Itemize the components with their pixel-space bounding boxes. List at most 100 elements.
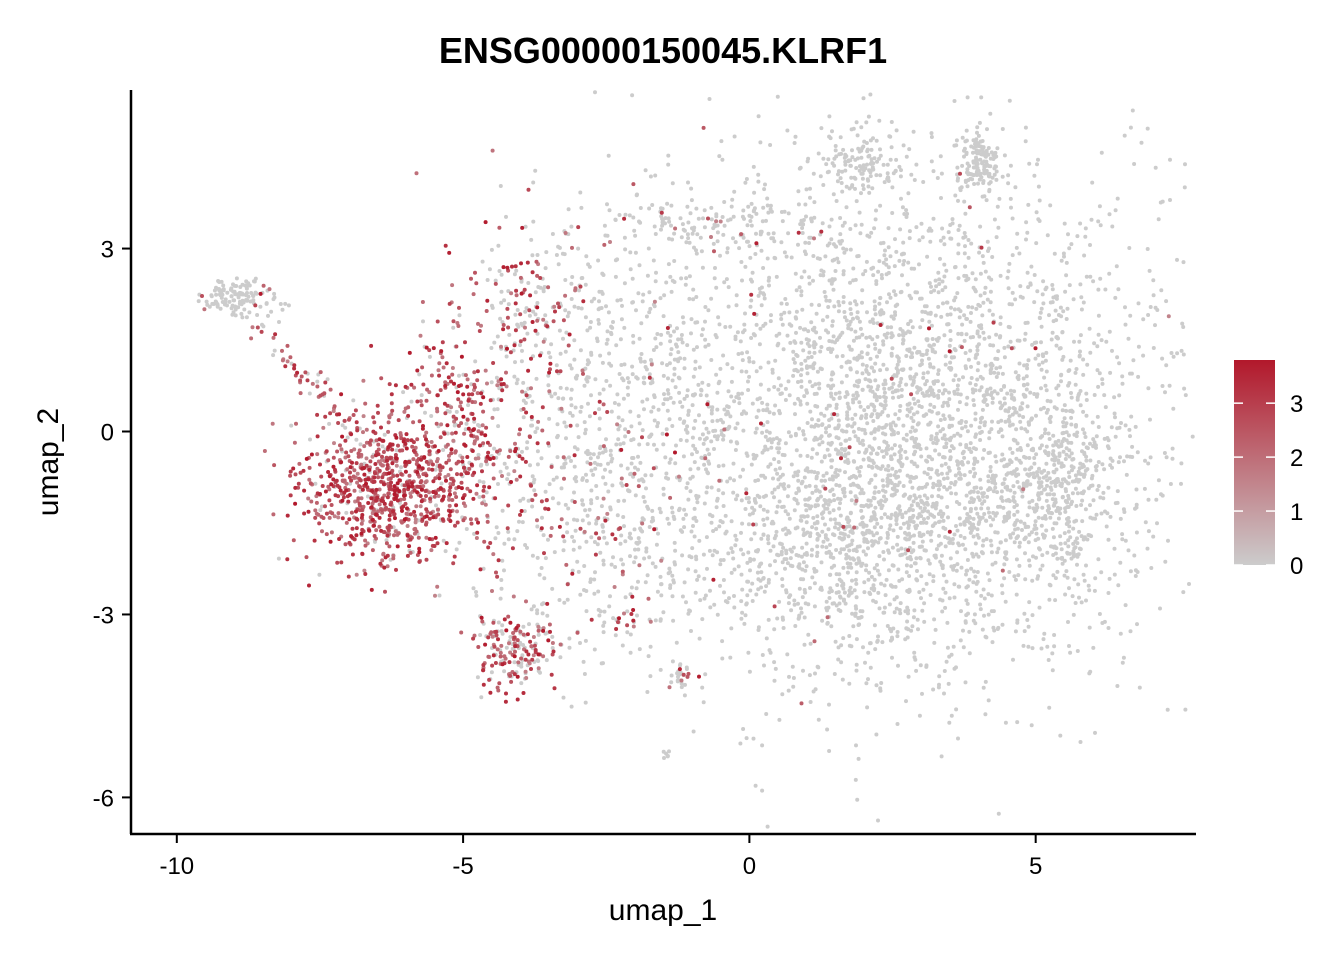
cell-point [761, 205, 766, 210]
cell-point [928, 310, 933, 315]
cell-point [855, 797, 860, 802]
cell-point [684, 276, 689, 281]
cell-point [746, 204, 751, 209]
cell-point [901, 337, 906, 342]
cell-point [1083, 234, 1088, 239]
cell-point [993, 481, 998, 486]
cell-point [1082, 474, 1086, 479]
cell-point [831, 287, 836, 292]
cell-point [873, 392, 877, 397]
cell-point [1064, 430, 1069, 435]
cell-point [1094, 512, 1099, 517]
cell-point [911, 615, 916, 620]
cell-point [1037, 476, 1042, 481]
cell-point [546, 373, 551, 378]
cell-point [1092, 588, 1097, 593]
cell-point [1155, 521, 1159, 526]
cell-point [725, 404, 730, 409]
cell-point [924, 446, 929, 451]
cell-point [832, 156, 837, 161]
cell-point [916, 421, 921, 426]
cell-point [1010, 450, 1015, 455]
cell-point [826, 169, 831, 174]
cell-point [721, 437, 726, 442]
cell-point [855, 466, 860, 471]
cell-point [615, 257, 620, 262]
cell-point [752, 497, 757, 501]
cell-point [939, 171, 944, 176]
cell-point [780, 692, 785, 697]
cell-point [933, 553, 938, 558]
cell-point [777, 466, 782, 471]
cell-point [794, 352, 799, 357]
cell-point [854, 396, 859, 401]
cell-point [1050, 526, 1055, 531]
cell-point [964, 332, 969, 337]
cell-point [874, 173, 879, 178]
cell-point [1067, 283, 1072, 288]
cell-point [906, 260, 911, 265]
cell-point [803, 437, 808, 442]
cell-point [1066, 620, 1070, 624]
cell-point [1004, 472, 1009, 477]
cell-point [936, 368, 941, 373]
cell-point [926, 454, 931, 459]
cell-point [902, 212, 907, 216]
cell-point [638, 356, 643, 361]
cell-point [889, 583, 894, 588]
cell-point [907, 347, 912, 352]
cell-point [1063, 592, 1068, 597]
cell-point [786, 512, 791, 517]
cell-point [1029, 465, 1034, 470]
cell-point [955, 387, 960, 392]
cell-point [824, 599, 829, 604]
cell-point [967, 629, 972, 634]
cell-point [607, 208, 612, 213]
cell-point [1058, 305, 1063, 310]
cell-point [820, 544, 825, 549]
cell-point [899, 252, 904, 257]
cell-point [681, 454, 686, 459]
cell-point [941, 301, 945, 306]
cell-point [1058, 511, 1062, 516]
cell-point [932, 342, 936, 347]
cell-point [1090, 483, 1095, 488]
cell-point [780, 577, 785, 582]
cell-point [966, 304, 971, 309]
cell-point [859, 503, 864, 508]
cell-point [1058, 733, 1063, 738]
cell-point [890, 563, 895, 568]
cell-point [739, 572, 744, 577]
cell-point [703, 437, 707, 442]
cell-point [696, 466, 701, 471]
cell-point [799, 275, 804, 280]
cell-point [825, 314, 830, 319]
cell-point [770, 367, 775, 372]
cell-point [577, 545, 582, 550]
cell-point [1039, 443, 1044, 448]
cell-point [827, 433, 832, 438]
cell-point [649, 358, 653, 362]
cell-point [816, 717, 821, 722]
cell-point [768, 319, 773, 324]
cell-point [1023, 535, 1028, 540]
cell-point [583, 366, 588, 371]
cell-point [1160, 356, 1165, 361]
cell-point [1024, 374, 1029, 379]
cell-point [1069, 464, 1074, 469]
cell-point [965, 558, 970, 562]
cell-point [768, 548, 773, 553]
cell-point [1012, 389, 1017, 394]
cell-point [1067, 586, 1071, 591]
cell-point [1054, 335, 1059, 340]
cell-point [978, 602, 983, 607]
cell-point [914, 444, 919, 448]
cell-point [879, 581, 884, 586]
cell-point [815, 544, 820, 549]
cell-point [708, 512, 712, 517]
cell-point [868, 641, 873, 646]
cell-point [1011, 531, 1016, 536]
cell-point [962, 338, 967, 343]
cell-point [1048, 203, 1053, 208]
cell-point [763, 475, 768, 480]
